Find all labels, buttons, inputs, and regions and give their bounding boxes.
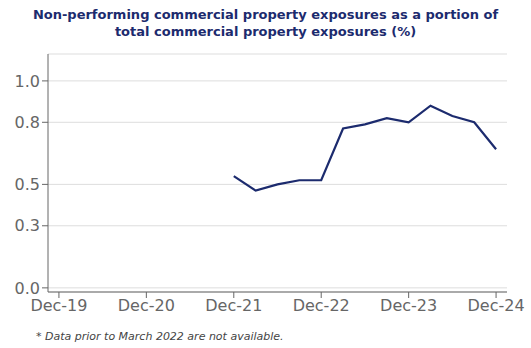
html-text:* Data prior to March 2022 are: * Data prior to March 2022 are not avail… — [36, 330, 284, 343]
svg-text:0.5: 0.5 — [15, 175, 40, 194]
svg-text:Dec-21: Dec-21 — [205, 296, 262, 315]
svg-text:Dec-20: Dec-20 — [118, 296, 175, 315]
svg-text:Dec-22: Dec-22 — [293, 296, 350, 315]
svg-text:0.0: 0.0 — [15, 279, 40, 298]
svg-text:0.3: 0.3 — [15, 216, 40, 235]
svg-text:Dec-24: Dec-24 — [468, 296, 523, 315]
svg-text:1.0: 1.0 — [15, 72, 40, 91]
html-text:Non-performing commercial prop: Non-performing commercial property expos… — [32, 7, 499, 39]
svg-text:Dec-23: Dec-23 — [380, 296, 437, 315]
svg-text:0.8: 0.8 — [15, 113, 40, 132]
svg-text:Dec-19: Dec-19 — [30, 296, 87, 315]
